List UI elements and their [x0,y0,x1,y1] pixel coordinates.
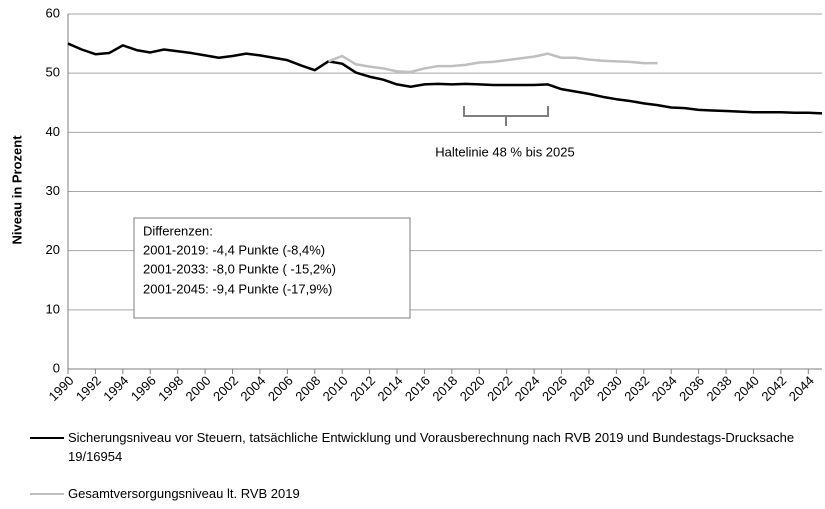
x-tick-label: 2024 [512,373,543,404]
x-tick-label: 1992 [73,373,104,404]
x-tick-label: 2028 [566,373,597,404]
line [67,42,823,115]
annotation: Differenzen: [143,223,213,238]
legend-key [30,437,64,439]
legend-label: Sicherungsniveau vor Steuern, tatsächlic… [68,430,795,464]
y-tick-label: 20 [46,242,60,257]
x-tick-label: 2022 [484,373,515,404]
x-tick-label: 2036 [676,373,707,404]
x-tick-label: 2042 [758,373,789,404]
x-tick-label: 2032 [621,373,652,404]
x-tick-label: 2040 [731,373,762,404]
x-tick-label: 2034 [649,373,680,404]
x-tick-label: 2014 [375,373,406,404]
x-tick-label: 2004 [237,373,268,404]
y-tick-label: 30 [46,183,60,198]
x-tick-label: 2012 [347,373,378,404]
x-tick-label: 2020 [457,373,488,404]
x-tick-label: 2008 [292,373,323,404]
x-tick-label: 2016 [402,373,433,404]
annotation: Haltelinie 48 % bis 2025 [435,144,574,159]
line [328,52,658,74]
x-tick-label: 2030 [594,373,625,404]
annotation: 2001-2045: -9,4 Punkte (-17,9%) [143,281,332,296]
x-tick-label: 2018 [429,373,460,404]
x-tick-label: 2038 [704,373,735,404]
y-tick-label: 0 [53,360,60,375]
plot: 0102030405060199019921994199619982000200… [45,5,823,404]
x-tick-label: 2002 [210,373,241,404]
annotation-box [133,217,411,319]
bracket [463,106,549,126]
x-tick-label: 1994 [100,373,131,404]
annotation: 2001-2019: -4,4 Punkte (-8,4%) [143,242,325,257]
y-axis-label: Niveau in Prozent [9,135,24,245]
y-tick-label: 10 [46,301,60,316]
x-tick-label: 1998 [155,373,186,404]
legend-key [30,493,64,495]
legend-item: Sicherungsniveau vor Steuern, tatsächlic… [30,428,808,466]
x-tick-label: 2006 [265,373,296,404]
y-tick-label: 60 [46,5,60,20]
x-tick-label: 2044 [786,373,817,404]
legend-item: Gesamtversorgungsniveau lt. RVB 2019 [30,484,808,503]
legend-label: Gesamtversorgungsniveau lt. RVB 2019 [68,486,300,501]
x-tick-label: 1996 [128,373,159,404]
x-tick-label: 2000 [183,373,214,404]
x-tick-label: 1990 [45,373,76,404]
y-tick-label: 50 [46,65,60,80]
y-tick-label: 40 [46,124,60,139]
x-tick-label: 2026 [539,373,570,404]
annotation: 2001-2033: -8,0 Punkte ( -15,2%) [143,261,336,276]
x-tick-label: 2010 [320,373,351,404]
